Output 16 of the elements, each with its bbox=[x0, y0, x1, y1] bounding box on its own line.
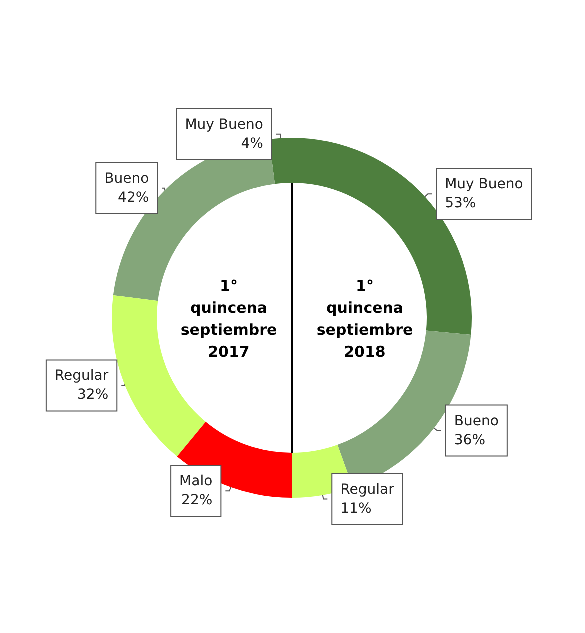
data-label: 36% bbox=[454, 432, 486, 448]
slice-label: Regular bbox=[54, 368, 109, 384]
slice-label: Bueno bbox=[454, 413, 499, 430]
data-label: 53% bbox=[445, 196, 476, 212]
data-label: 22% bbox=[182, 492, 213, 509]
text: 1° quincena septiembre 2018 bbox=[316, 277, 414, 361]
data-label: 4% bbox=[241, 136, 264, 152]
slice-label: Bueno bbox=[104, 170, 150, 187]
slice-label: Muy Bueno bbox=[445, 176, 524, 193]
slice-label: Malo bbox=[180, 474, 213, 490]
text: 1° quincena septiembre 2017 bbox=[180, 277, 278, 361]
data-label: 11% bbox=[340, 500, 372, 517]
slice-label: Regular bbox=[340, 482, 395, 498]
data-label: 42% bbox=[118, 190, 150, 206]
data-label: 32% bbox=[78, 387, 109, 404]
slice-label: Muy Bueno bbox=[185, 116, 264, 133]
